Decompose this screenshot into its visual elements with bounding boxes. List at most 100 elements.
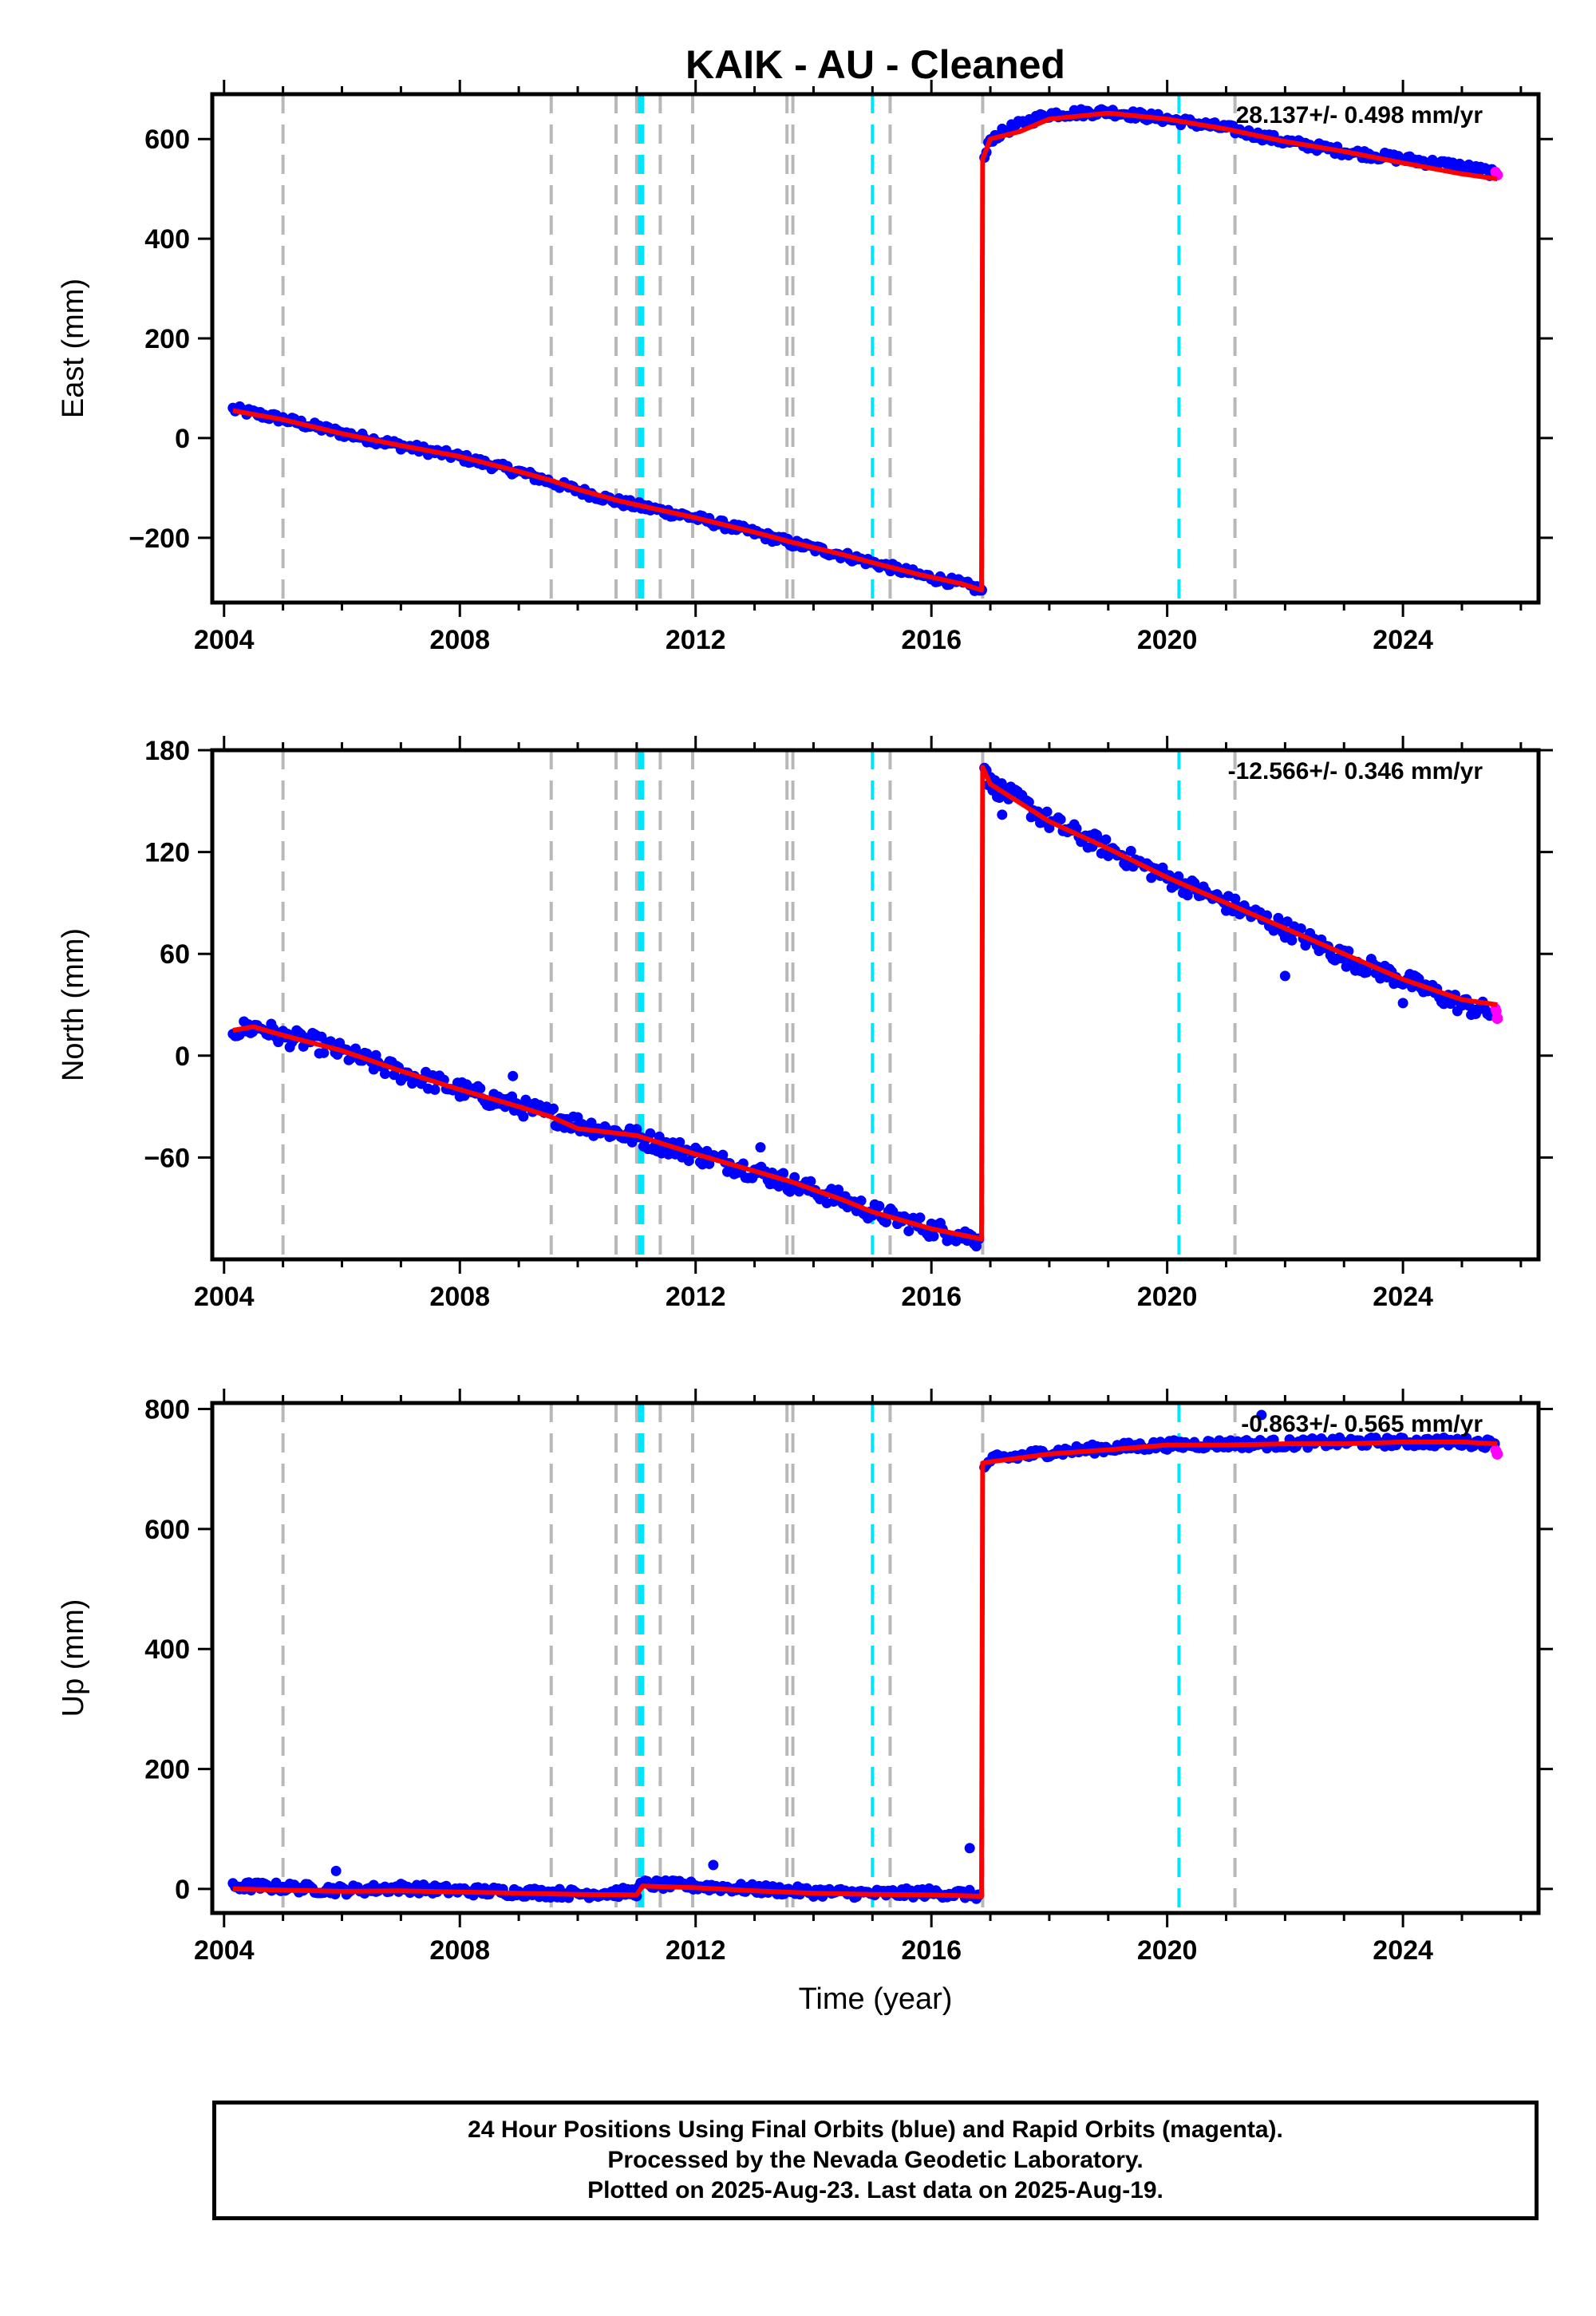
north-data-point <box>1125 845 1136 856</box>
north-data-point <box>833 1184 844 1196</box>
east-rate-label: 28.137+/- 0.498 mm/yr <box>1236 102 1483 128</box>
north-data-point <box>586 1117 597 1128</box>
up-x-tick-label: 2012 <box>666 1935 726 1966</box>
up-frame <box>210 1401 1541 1915</box>
north-outlier-point <box>1279 970 1290 982</box>
north-data-point <box>389 1069 400 1081</box>
footer-line-1: 24 Hour Positions Using Final Orbits (bl… <box>468 2116 1283 2143</box>
up-y-tick-label: 200 <box>144 1755 190 1785</box>
north-data-point <box>548 1103 559 1114</box>
east-plot-area <box>227 94 1503 603</box>
up-rate-label: -0.863+/- 0.565 mm/yr <box>1241 1411 1483 1437</box>
north-outlier-point <box>755 1142 766 1153</box>
up-outlier-point <box>964 1843 975 1854</box>
footer-line-2: Processed by the Nevada Geodetic Laborat… <box>607 2147 1144 2173</box>
east-y-tick-label: 400 <box>144 224 190 255</box>
up-outlier-point <box>708 1860 719 1871</box>
north-data-point <box>928 1231 939 1242</box>
up-model-line <box>232 1439 1498 1899</box>
north-data-point <box>903 1226 915 1237</box>
footer-line-3: Plotted on 2025-Aug-23. Last data on 202… <box>587 2177 1163 2203</box>
up-panel: 2004 2008 2012 2016 2020 2024 0 200 400 600 800 Up … <box>57 1389 1553 2016</box>
north-data-point <box>1100 834 1112 845</box>
north-data-point <box>1286 935 1298 946</box>
north-y-tick-label: −60 <box>144 1143 190 1173</box>
east-panel: 2004 2008 2012 2016 2020 2024 −200 0 200 400 600 Ea… <box>57 80 1553 655</box>
up-plot-area <box>227 1403 1503 1913</box>
up-x-tick-label: 2008 <box>429 1935 490 1966</box>
east-y-tick-label: 600 <box>144 124 190 155</box>
north-data-point <box>654 1131 665 1142</box>
east-x-tick-label: 2024 <box>1373 625 1433 655</box>
north-data-point <box>518 1111 529 1122</box>
north-x-tick-label: 2020 <box>1137 1282 1198 1312</box>
north-data-point <box>1230 893 1241 904</box>
north-data-point <box>1182 890 1193 901</box>
up-outlier-point <box>330 1865 342 1876</box>
east-x-tick-label: 2020 <box>1137 625 1198 655</box>
north-x-tick-label: 2016 <box>901 1282 962 1312</box>
north-x-tick-label: 2008 <box>429 1282 490 1312</box>
north-y-tick-label: 0 <box>175 1041 190 1072</box>
north-data-point <box>631 1124 642 1135</box>
north-x-tick-label: 2024 <box>1373 1282 1433 1312</box>
up-outlier-point <box>1256 1409 1267 1421</box>
east-model-line <box>232 110 1498 593</box>
east-y-tick-label: −200 <box>128 524 190 554</box>
east-x-tick-label: 2016 <box>901 625 962 655</box>
east-x-tick-label: 2004 <box>194 625 255 655</box>
north-data-point <box>805 1176 816 1187</box>
north-outlier-point <box>1397 998 1408 1009</box>
north-data-point <box>855 1196 867 1207</box>
north-y-axis-label: North (mm) <box>57 928 90 1081</box>
east-x-tick-label: 2012 <box>666 625 726 655</box>
north-data-point <box>645 1128 656 1139</box>
east-x-tick-label: 2008 <box>429 625 490 655</box>
up-y-tick-label: 400 <box>144 1634 190 1665</box>
north-data-point <box>778 1168 789 1179</box>
north-panel: 2004 2008 2012 2016 2020 2024 −60 0 60 120 180 Nort… <box>57 736 1553 1312</box>
north-data-point <box>1491 1013 1503 1025</box>
north-y-tick-label: 60 <box>160 939 190 970</box>
east-y-tick-label: 200 <box>144 324 190 354</box>
north-data-point <box>880 1216 891 1227</box>
east-frame <box>210 92 1541 605</box>
east-y-tick-label: 0 <box>175 424 190 454</box>
north-data-point <box>475 1083 486 1094</box>
up-y-tick-label: 0 <box>175 1875 190 1905</box>
north-plot-area <box>227 750 1503 1259</box>
up-x-tick-label: 2004 <box>194 1935 255 1966</box>
up-x-axis-label: Time (year) <box>799 1982 953 2016</box>
north-y-tick-label: 120 <box>144 838 190 868</box>
north-data-point <box>1273 912 1284 923</box>
north-model-line <box>232 765 1498 1242</box>
north-data-point <box>318 1047 330 1058</box>
north-outlier-point <box>997 809 1008 820</box>
up-x-tick-label: 2020 <box>1137 1935 1198 1966</box>
north-x-tick-label: 2004 <box>194 1282 255 1312</box>
north-data-point <box>1295 923 1306 935</box>
east-y-axis-label: East (mm) <box>57 279 90 418</box>
north-data-point <box>874 1200 885 1211</box>
up-x-tick-label: 2024 <box>1373 1935 1433 1966</box>
north-data-point <box>1055 814 1066 825</box>
up-data-point <box>1491 1448 1503 1460</box>
up-y-tick-label: 800 <box>144 1395 190 1425</box>
up-y-axis-label: Up (mm) <box>57 1599 90 1717</box>
up-y-tick-label: 600 <box>144 1515 190 1545</box>
north-data-point <box>683 1156 694 1167</box>
north-x-tick-label: 2012 <box>666 1282 726 1312</box>
north-data-point <box>379 1069 390 1080</box>
north-y-tick-label: 180 <box>144 736 190 766</box>
north-data-point <box>674 1136 685 1148</box>
up-x-tick-label: 2016 <box>901 1935 962 1966</box>
north-rate-label: -12.566+/- 0.346 mm/yr <box>1228 758 1483 785</box>
north-frame <box>210 748 1541 1262</box>
north-outlier-point <box>508 1070 519 1081</box>
north-data-point <box>429 1084 440 1095</box>
chart-title: KAIK - AU - Cleaned <box>685 42 1065 87</box>
north-data-point <box>915 1212 926 1223</box>
north-data-point <box>1041 806 1053 817</box>
footer-box: 24 Hour Positions Using Final Orbits (bl… <box>212 2101 1539 2220</box>
